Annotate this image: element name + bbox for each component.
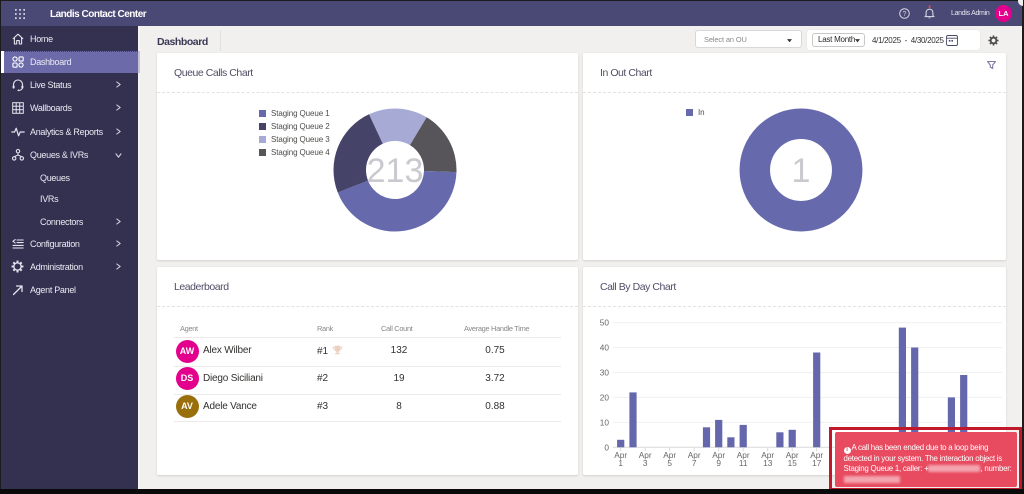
svg-text:3: 3 xyxy=(643,458,648,468)
svg-text:50: 50 xyxy=(600,318,610,328)
svg-text:40: 40 xyxy=(600,343,610,353)
svg-text:20: 20 xyxy=(600,392,610,402)
svg-text:5: 5 xyxy=(667,458,672,468)
svg-text:Apr: Apr xyxy=(810,450,823,460)
svg-text:Apr: Apr xyxy=(639,450,652,460)
svg-text:30: 30 xyxy=(600,368,610,378)
svg-text:Apr: Apr xyxy=(786,450,799,460)
svg-text:1: 1 xyxy=(618,458,623,468)
svg-text:1: 1 xyxy=(792,152,811,190)
svg-text:Apr: Apr xyxy=(614,450,627,460)
svg-text:Apr: Apr xyxy=(712,450,725,460)
svg-text:213: 213 xyxy=(367,152,424,190)
svg-text:7: 7 xyxy=(692,458,697,468)
svg-text:Apr: Apr xyxy=(688,450,701,460)
svg-text:15: 15 xyxy=(788,458,798,468)
svg-text:17: 17 xyxy=(812,458,822,468)
svg-text:Apr: Apr xyxy=(761,450,774,460)
svg-text:0: 0 xyxy=(604,442,609,452)
svg-text:9: 9 xyxy=(716,458,721,468)
svg-text:Apr: Apr xyxy=(737,450,750,460)
svg-text:?: ? xyxy=(903,11,907,18)
svg-text:10: 10 xyxy=(600,417,610,427)
svg-text:11: 11 xyxy=(739,458,748,468)
svg-text:Apr: Apr xyxy=(663,450,676,460)
svg-text:13: 13 xyxy=(763,458,773,468)
